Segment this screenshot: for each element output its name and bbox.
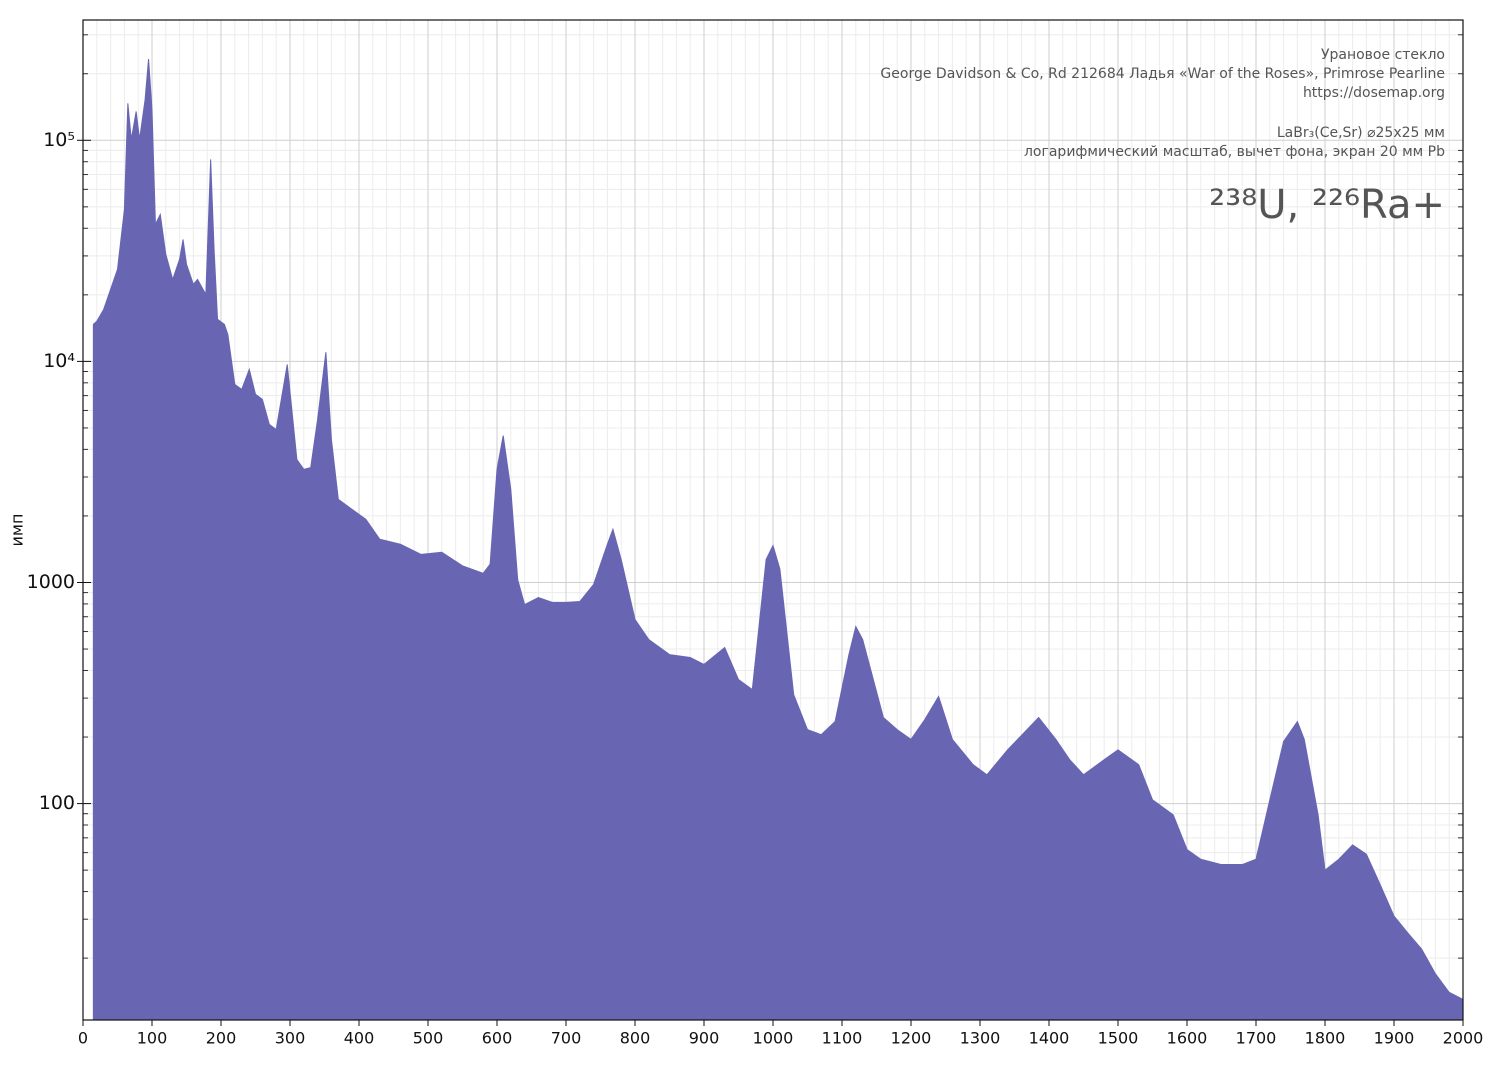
annotation: George Davidson & Co, Rd 212684 Ладья «W… [880, 66, 1445, 82]
x-tick-label: 1200 [891, 1029, 932, 1048]
overlay: 0 100 200 300 400 500 600 700 800 900 1000 1100 1200… [27, 19, 1484, 1048]
y-tick-label: 10⁴ [43, 350, 75, 372]
x-tick-label: 300 [275, 1029, 306, 1048]
plot-frame [82, 19, 1464, 1021]
x-tick-label: 1300 [960, 1029, 1001, 1048]
x-tick-label: 1900 [1374, 1029, 1415, 1048]
x-tick-label: 1600 [1167, 1029, 1208, 1048]
headline: ²³⁸U, ²²⁶Ra+ [1209, 182, 1445, 228]
annotation: LaBr₃(Ce,Sr) ⌀25x25 мм [1277, 125, 1445, 141]
x-tick-label: 100 [137, 1029, 168, 1048]
x-tick-label: 1800 [1305, 1029, 1346, 1048]
x-tick-label: 400 [344, 1029, 375, 1048]
x-tick-label: 600 [482, 1029, 513, 1048]
x-tick-label: 1400 [1029, 1029, 1070, 1048]
x-tick-label: 1700 [1236, 1029, 1277, 1048]
x-tick-label: 1000 [753, 1029, 794, 1048]
y-tick-label: 100 [39, 792, 75, 814]
annotation: Урановое стекло [1321, 47, 1445, 63]
annotation: https://dosemap.org [1303, 85, 1445, 101]
y-tick-label: 10⁵ [43, 129, 75, 151]
x-tick-label: 200 [206, 1029, 237, 1048]
x-tick-label: 800 [620, 1029, 651, 1048]
x-tick-label: 2000 [1443, 1029, 1484, 1048]
y-axis-label: имп [8, 514, 27, 547]
annotation: логарифмический масштаб, вычет фона, экр… [1024, 144, 1445, 160]
x-tick-label: 1500 [1098, 1029, 1139, 1048]
x-tick-label: 900 [689, 1029, 720, 1048]
y-tick-label: 1000 [27, 571, 75, 593]
x-tick-label: 500 [413, 1029, 444, 1048]
x-tick-label: 0 [78, 1029, 88, 1048]
plot [92, 59, 1464, 1021]
x-tick-label: 1100 [822, 1029, 863, 1048]
x-tick-label: 700 [551, 1029, 582, 1048]
spectrum-area [92, 59, 1464, 1021]
